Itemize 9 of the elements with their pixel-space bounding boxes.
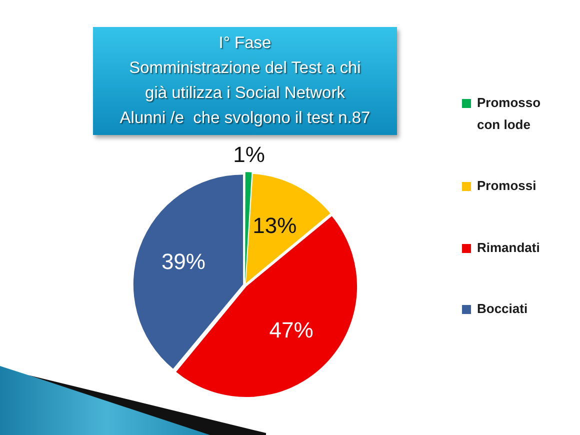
- chart-title: I° Fase Somministrazione del Test a chi già utilizza i Social Network Alunni /e che svolgono il test n.87: [93, 27, 397, 135]
- data-label: 39%: [161, 248, 206, 274]
- legend-label: Bocciati: [477, 300, 528, 318]
- legend-label: Promossi: [477, 177, 536, 196]
- data-label: 1%: [233, 142, 265, 168]
- data-label: 13%: [252, 212, 297, 238]
- data-label: 47%: [269, 317, 314, 342]
- legend-label: Promosso con lode: [477, 94, 542, 134]
- legend-label: Rimandati: [477, 238, 540, 257]
